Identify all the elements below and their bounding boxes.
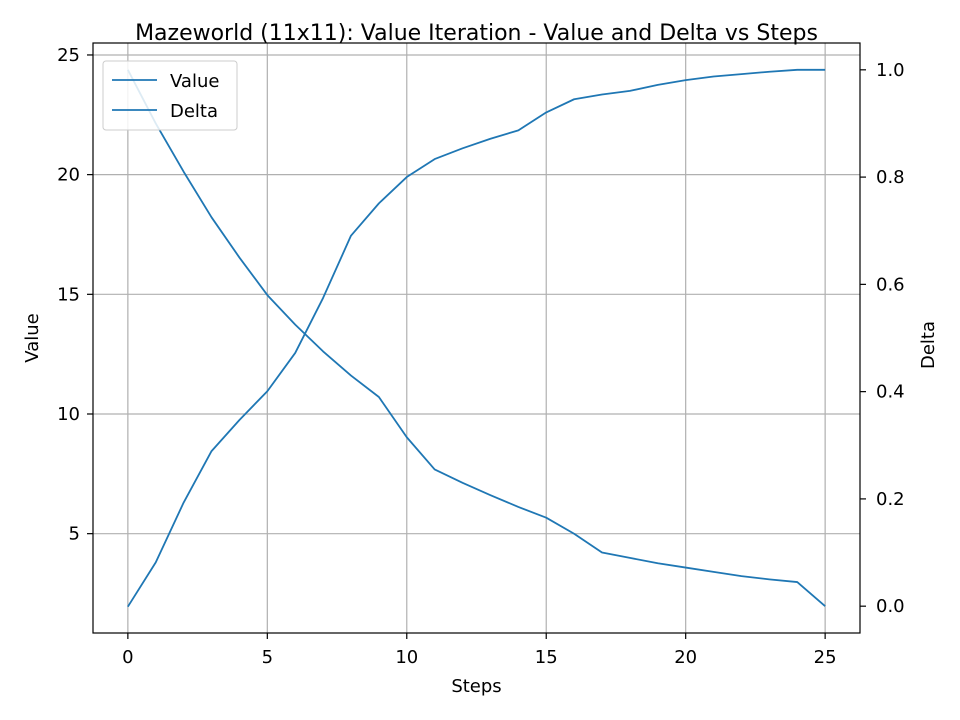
legend: Value Delta [102,60,238,131]
y-tick-label: 5 [69,524,80,545]
y2-tick-label: 0.4 [876,382,905,403]
x-tick-label: 0 [122,647,133,668]
y2-tick-label: 0.0 [876,596,905,617]
series-line-value [127,68,826,608]
x-axis: 0 5 10 15 20 25 [122,633,837,668]
x-axis-label: Steps [451,676,501,697]
x-tick-label: 5 [262,647,273,668]
y-tick-label: 25 [57,45,80,66]
y-axis-right: 0.0 0.2 0.4 0.6 0.8 1.0 [860,60,905,617]
y-tick-label: 15 [57,284,80,305]
chart-title: Mazeworld (11x11): Value Iteration - Val… [135,21,818,46]
grid-lines [93,43,860,633]
x-tick-label: 25 [814,647,837,668]
plot-frame [92,42,861,634]
y2-tick-label: 0.2 [876,489,905,510]
y2-axis-label: Delta [918,321,939,369]
y-axis-label: Value [22,313,43,362]
y2-tick-label: 0.6 [876,274,905,295]
legend-label-delta: Delta [170,101,218,122]
y-tick-label: 20 [57,165,80,186]
y2-tick-label: 0.8 [876,167,905,188]
series-layer [127,68,826,608]
series-line-delta [127,69,826,607]
x-tick-label: 10 [395,647,418,668]
x-tick-label: 15 [535,647,558,668]
y-axis-left: 5 10 15 20 25 [57,45,93,545]
x-tick-label: 20 [674,647,697,668]
legend-label-value: Value [170,71,219,92]
legend-box [102,60,238,131]
y2-tick-label: 1.0 [876,60,905,81]
y-tick-label: 10 [57,404,80,425]
